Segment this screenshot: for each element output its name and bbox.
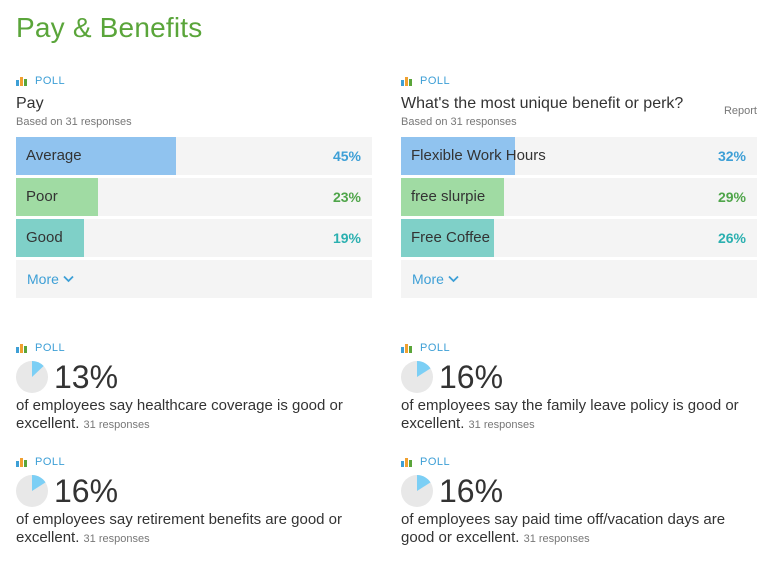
stat-description-text: of employees say the family leave policy… — [401, 397, 739, 432]
stat-description-text: of employees say paid time off/vacation … — [401, 511, 726, 546]
pie-chart-icon — [401, 475, 433, 507]
stat-description: of employees say paid time off/vacation … — [401, 511, 751, 548]
stat-response-count: 31 responses — [83, 533, 150, 545]
poll-option-label: Free Coffee — [411, 229, 490, 246]
poll-card-pay: POLL Pay Based on 31 responses Average 4… — [16, 74, 372, 298]
poll-option: free slurpie 29% — [401, 178, 757, 216]
poll-option-bar — [401, 137, 515, 175]
stat-response-count: 31 responses — [83, 419, 150, 431]
stat-description: of employees say retirement benefits are… — [16, 511, 366, 548]
chevron-down-icon[interactable] — [448, 275, 459, 283]
stat-card-family-leave: POLL 16% of employees say the family lea… — [401, 341, 751, 434]
page-title: Pay & Benefits — [16, 12, 203, 43]
stat-description: of employees say healthcare coverage is … — [16, 397, 366, 434]
bar-chart-icon — [401, 344, 412, 353]
bar-chart-icon — [401, 77, 412, 86]
poll-tag-label: POLL — [35, 456, 66, 468]
stat-percent: 13% — [54, 359, 119, 395]
stat-description: of employees say the family leave policy… — [401, 397, 751, 434]
poll-tag-label: POLL — [420, 342, 451, 354]
bar-chart-icon — [401, 458, 412, 467]
poll-tag: POLL — [401, 455, 751, 469]
poll-option-percent: 32% — [717, 148, 746, 164]
poll-option-label: Poor — [26, 188, 58, 205]
poll-option-percent: 23% — [332, 189, 361, 205]
poll-tag: POLL — [16, 455, 366, 469]
poll-option: Good 19% — [16, 219, 372, 257]
poll-option-label: Average — [26, 147, 82, 164]
stat-card-healthcare: POLL 13% of employees say healthcare cov… — [16, 341, 366, 434]
poll-option-percent: 45% — [332, 148, 361, 164]
bar-chart-icon — [16, 344, 27, 353]
poll-option-percent: 26% — [717, 230, 746, 246]
poll-response-count: Based on 31 responses — [401, 116, 517, 128]
poll-tag: POLL — [16, 341, 366, 355]
report-link[interactable]: Report — [723, 105, 757, 117]
poll-option-label: Flexible Work Hours — [411, 147, 546, 164]
poll-option: Free Coffee 26% — [401, 219, 757, 257]
stat-percent: 16% — [439, 473, 504, 509]
poll-tag: POLL — [401, 341, 751, 355]
poll-card-unique-benefit: POLL What's the most unique benefit or p… — [401, 74, 757, 298]
poll-tag-label: POLL — [35, 342, 66, 354]
poll-tag: POLL — [401, 74, 757, 88]
poll-question: What's the most unique benefit or perk? — [401, 95, 684, 112]
chevron-down-icon[interactable] — [63, 275, 74, 283]
more-button[interactable]: More — [16, 260, 372, 298]
stat-percent: 16% — [54, 473, 119, 509]
more-label[interactable]: More — [27, 271, 59, 287]
poll-option: Average 45% — [16, 137, 372, 175]
stat-description-text: of employees say retirement benefits are… — [16, 511, 343, 546]
poll-tag: POLL — [16, 74, 372, 88]
poll-option-bar — [401, 219, 494, 257]
poll-option-percent: 19% — [332, 230, 361, 246]
pie-chart-icon — [401, 361, 433, 393]
stat-card-retirement: POLL 16% of employees say retirement ben… — [16, 455, 366, 548]
more-label[interactable]: More — [412, 271, 444, 287]
stat-description-text: of employees say healthcare coverage is … — [16, 397, 343, 432]
pie-chart-icon — [16, 475, 48, 507]
stat-response-count: 31 responses — [523, 533, 590, 545]
poll-option: Flexible Work Hours 32% — [401, 137, 757, 175]
bar-chart-icon — [16, 458, 27, 467]
poll-option-label: Good — [26, 229, 63, 246]
poll-tag-label: POLL — [420, 456, 451, 468]
stat-card-paid-time-off: POLL 16% of employees say paid time off/… — [401, 455, 751, 548]
poll-option-bar — [16, 137, 177, 175]
pie-chart-icon — [16, 361, 48, 393]
poll-response-count: Based on 31 responses — [16, 116, 132, 128]
poll-question: Pay — [16, 95, 44, 112]
poll-tag-label: POLL — [35, 75, 66, 87]
poll-option-bar — [16, 178, 98, 216]
poll-option-bar — [16, 219, 84, 257]
poll-option-percent: 29% — [717, 189, 746, 205]
poll-option: Poor 23% — [16, 178, 372, 216]
poll-option-label: free slurpie — [411, 188, 486, 205]
poll-tag-label: POLL — [420, 75, 451, 87]
more-button[interactable]: More — [401, 260, 757, 298]
poll-option-bar — [401, 178, 505, 216]
bar-chart-icon — [16, 77, 27, 86]
stat-response-count: 31 responses — [468, 419, 535, 431]
stat-percent: 16% — [439, 359, 504, 395]
